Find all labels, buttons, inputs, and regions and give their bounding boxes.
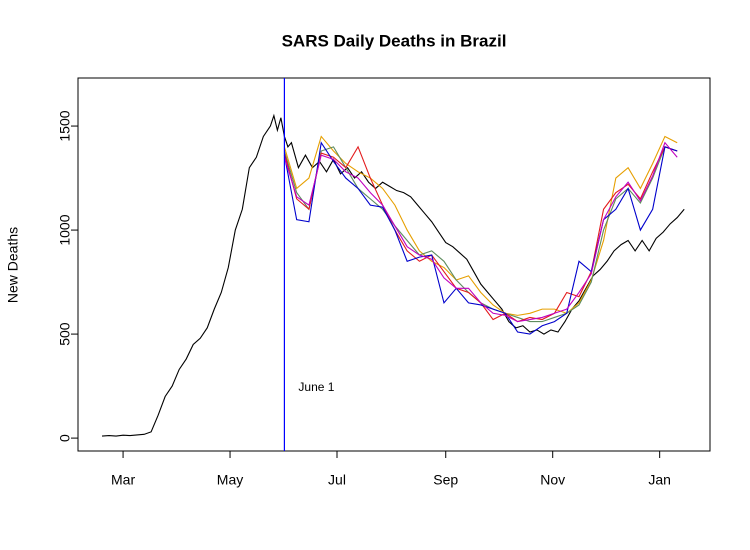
series-line	[283, 141, 678, 335]
x-tick-label: Jul	[328, 472, 346, 488]
series-line	[283, 141, 678, 323]
chart-title: SARS Daily Deaths in Brazil	[282, 31, 507, 50]
x-tick-label: Sep	[433, 472, 458, 488]
plot-frame	[77, 77, 711, 452]
x-tick-label: Mar	[111, 472, 135, 488]
x-tick-label: Jan	[648, 472, 671, 488]
y-tick-label: 0	[57, 434, 73, 442]
x-tick-label: May	[217, 472, 243, 488]
series-line	[101, 113, 685, 437]
x-tick-label: Nov	[540, 472, 565, 488]
reference-label: June 1	[298, 380, 334, 394]
y-tick-label: 1500	[57, 110, 73, 141]
y-axis-label: New Deaths	[5, 227, 21, 303]
y-tick-label: 1000	[57, 214, 73, 245]
y-tick-label: 500	[57, 322, 73, 346]
